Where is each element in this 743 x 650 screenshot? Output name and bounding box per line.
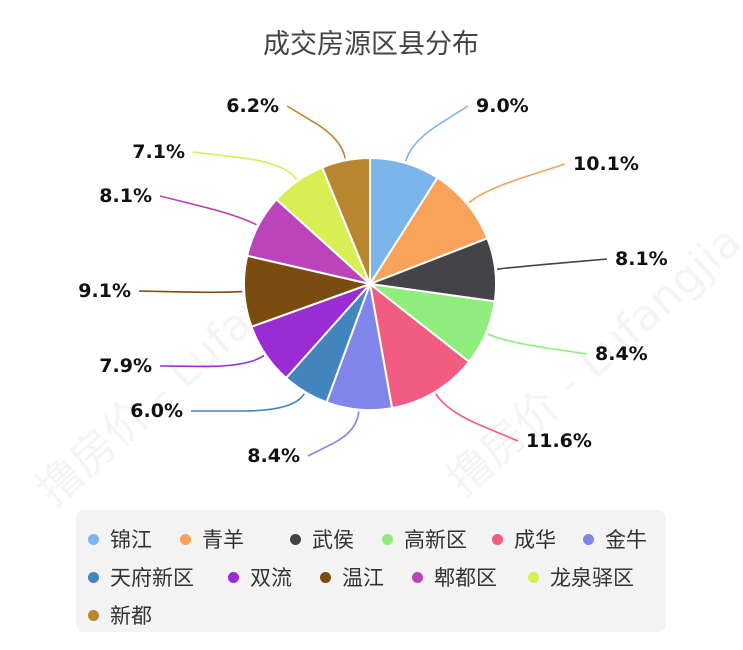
pie-data-label: 8.4% xyxy=(247,445,300,467)
pie-slices xyxy=(243,156,497,411)
legend-label: 龙泉驿区 xyxy=(550,566,634,590)
pie-data-label: 9.1% xyxy=(78,280,131,302)
pie-data-label: 6.2% xyxy=(226,95,279,117)
legend-item[interactable]: 双流 xyxy=(228,562,292,592)
chart-legend: 锦江 青羊 武侯 高新区 成华 金牛天府新区 双流 温江 郫都区 龙泉驿区新都 xyxy=(76,510,666,632)
pie-data-label: 10.1% xyxy=(573,153,639,175)
legend-label: 高新区 xyxy=(404,528,467,552)
pie-leader-line xyxy=(468,163,566,204)
pie-leader-line xyxy=(497,258,608,270)
legend-marker xyxy=(382,533,393,545)
legend-label: 锦江 xyxy=(110,528,152,552)
pie-data-label: 7.9% xyxy=(99,355,152,377)
pie-leader-line xyxy=(286,105,346,159)
legend-marker xyxy=(228,571,239,583)
legend-marker xyxy=(180,533,191,545)
legend-item[interactable]: 龙泉驿区 xyxy=(528,562,634,592)
legend-item[interactable]: 武侯 xyxy=(290,524,354,554)
legend-label: 双流 xyxy=(250,566,292,590)
pie-leader-line xyxy=(192,151,298,180)
chart-title: 成交房源区县分布 xyxy=(263,29,479,60)
pie-leader-line xyxy=(138,290,243,294)
pie-leader-line xyxy=(159,354,265,368)
pie-leader-line xyxy=(487,333,588,355)
pie-leader-line xyxy=(191,393,305,412)
pie-data-label: 6.0% xyxy=(130,400,183,422)
pie-data-label: 8.1% xyxy=(615,248,668,270)
pie-leader-line xyxy=(307,411,360,457)
legend-item[interactable]: 锦江 xyxy=(88,524,152,554)
legend-label: 成华 xyxy=(514,528,556,552)
pie-data-label: 7.1% xyxy=(132,141,185,163)
legend-label: 金牛 xyxy=(605,528,647,552)
legend-marker xyxy=(88,609,99,621)
pie-data-labels: 9.0% 10.1% 8.1% 8.4% 11.6% 8.4% 6.0% 7.9% 9.1% 8.… xyxy=(78,95,667,467)
pie-leader-line xyxy=(404,105,469,162)
pie-leader-lines xyxy=(138,105,608,457)
legend-item[interactable]: 成华 xyxy=(492,524,556,554)
legend-marker xyxy=(528,571,539,583)
legend-marker xyxy=(320,571,331,583)
legend-item[interactable]: 温江 xyxy=(320,562,384,592)
legend-label: 郫都区 xyxy=(434,566,497,590)
legend-marker xyxy=(412,571,423,583)
legend-item[interactable]: 高新区 xyxy=(382,524,467,554)
pie-data-label: 9.0% xyxy=(476,95,529,117)
pie-slice xyxy=(368,281,471,410)
legend-item[interactable]: 金牛 xyxy=(583,524,647,554)
legend-item[interactable]: 天府新区 xyxy=(88,562,194,592)
pie-data-label: 8.1% xyxy=(99,185,152,207)
pie-data-label: 11.6% xyxy=(526,430,592,452)
legend-marker xyxy=(88,571,99,583)
legend-marker xyxy=(88,533,99,545)
pie-leader-line xyxy=(435,393,519,442)
pie-data-label: 8.4% xyxy=(595,343,648,365)
legend-label: 新都 xyxy=(110,604,152,628)
legend-marker xyxy=(492,533,503,545)
pie-leader-line xyxy=(159,195,257,226)
legend-marker xyxy=(583,533,594,545)
legend-item[interactable]: 青羊 xyxy=(180,524,244,554)
pie-slice xyxy=(367,176,489,287)
legend-label: 武侯 xyxy=(312,528,354,552)
legend-item[interactable]: 郫都区 xyxy=(412,562,497,592)
legend-label: 温江 xyxy=(342,566,384,590)
legend-item[interactable]: 新都 xyxy=(88,600,152,630)
pie-slice xyxy=(320,156,371,285)
legend-label: 青羊 xyxy=(202,528,244,552)
legend-label: 天府新区 xyxy=(110,566,194,590)
legend-marker xyxy=(290,533,301,545)
